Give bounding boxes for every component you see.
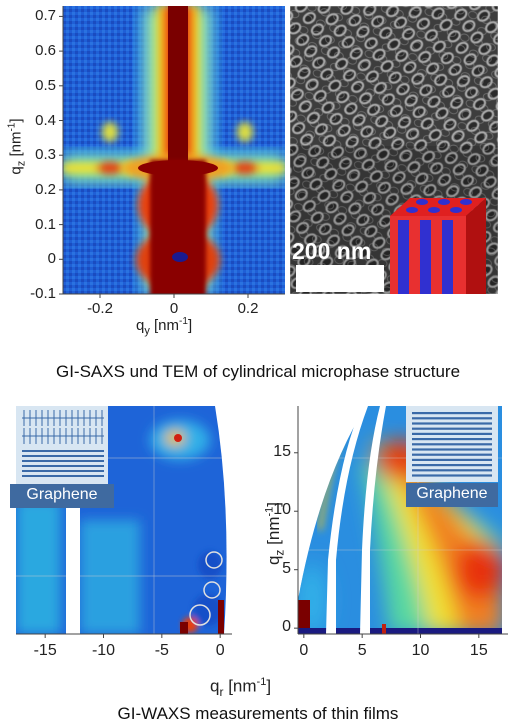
lamella-line <box>412 459 492 461</box>
saxs-x-tick-label: 0.2 <box>218 300 278 317</box>
graphene-badge-right-label: Graphene <box>406 485 498 503</box>
saxs-y-tick-label: 0.5 <box>0 77 56 94</box>
lamella-line <box>412 454 492 456</box>
waxs-left-x-tick-label: -10 <box>74 642 134 660</box>
waxs-left-heatmap <box>0 400 240 660</box>
lamella-line <box>412 412 492 414</box>
saxs-x-tick-label: -0.2 <box>70 300 130 317</box>
saxs-y-tick-label: 0 <box>0 250 56 267</box>
scale-bar-label: 200 nm <box>292 238 371 265</box>
waxs-right-x-tick-label: 0 <box>274 642 334 660</box>
waxs-right-y-axis-label: qz [nm-1] <box>263 489 286 579</box>
lamella-line <box>412 428 492 430</box>
graphene-badge-left-label: Graphene <box>10 486 114 504</box>
lamella-line <box>412 469 492 471</box>
waxs-left-panel: Graphene -15-10-50 <box>0 400 240 660</box>
lamella-line <box>412 422 492 424</box>
cylinder-array-icon <box>390 198 486 294</box>
lamella-line <box>412 438 492 440</box>
bottom-caption: GI-WAXS measurements of thin films <box>0 704 516 724</box>
lamella-line <box>412 464 492 466</box>
waxs-right-x-tick-label: 15 <box>449 642 509 660</box>
scale-bar <box>296 265 384 292</box>
saxs-x-axis-label: qy [nm-1] <box>136 316 192 337</box>
lamella-line <box>412 417 492 419</box>
tem-panel: 200 nm <box>290 6 498 294</box>
lamella-line <box>412 433 492 435</box>
saxs-y-axis-label: qz [nm-1] <box>7 102 28 192</box>
saxs-y-tick-label: 0.7 <box>0 7 56 24</box>
waxs-right-x-tick-label: 10 <box>391 642 451 660</box>
saxs-panel: -0.100.10.20.30.40.50.60.7 -0.200.2 qz [… <box>0 0 290 340</box>
waxs-left-x-tick-label: -15 <box>15 642 75 660</box>
lamella-line <box>412 448 492 450</box>
lamella-line <box>412 474 492 476</box>
waxs-left-x-tick-label: -5 <box>132 642 192 660</box>
saxs-y-tick-label: -0.1 <box>0 285 56 302</box>
top-caption: GI-SAXS und TEM of cylindrical microphas… <box>0 362 516 382</box>
saxs-x-tick-label: 0 <box>144 300 204 317</box>
saxs-y-tick-label: 0.1 <box>0 216 56 233</box>
waxs-right-x-tick-label: 5 <box>332 642 392 660</box>
lamellae-flat-icon <box>406 406 498 482</box>
waxs-right-y-tick-label: 15 <box>240 443 291 461</box>
waxs-right-y-tick-label: 0 <box>240 618 291 636</box>
waxs-x-axis-label: qr [nm-1] <box>210 676 271 699</box>
waxs-right-panel: Graphene 051015 051015 qz [nm-1] <box>240 400 516 660</box>
lamellae-stacked-icon <box>16 406 108 486</box>
lamella-line <box>412 443 492 445</box>
saxs-y-tick-label: 0.6 <box>0 42 56 59</box>
